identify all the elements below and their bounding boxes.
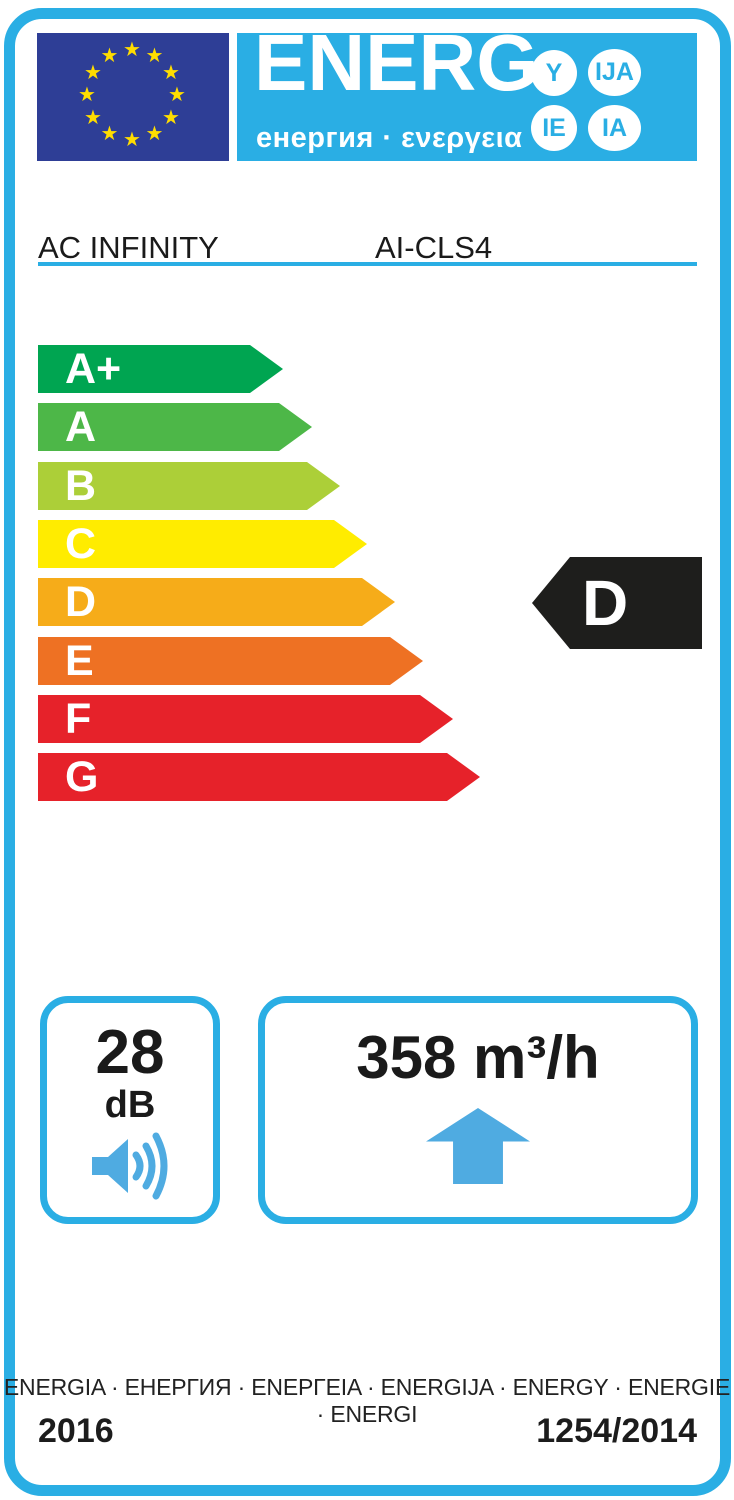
eu-star: ★ [123, 39, 141, 61]
rating-class-aplus: A+ [38, 345, 283, 393]
footer-row: 2016 1254/2014 [38, 1412, 697, 1451]
noise-unit: dB [104, 1084, 156, 1126]
energ-suffix-bubble-ija: IJA [588, 49, 641, 96]
eu-star: ★ [84, 61, 102, 84]
class-letter: A+ [65, 345, 122, 393]
label-border [4, 8, 731, 1496]
selected-class-letter: D [582, 567, 629, 639]
noise-box: 28 dB [40, 996, 220, 1224]
rating-class-e: E [38, 637, 423, 685]
bubble-label: IE [542, 113, 566, 142]
energ-subtitle: енергия · ενεργεια [256, 122, 523, 154]
eu-star: ★ [145, 45, 164, 68]
eu-star: ★ [162, 61, 180, 84]
airflow-up-arrow-icon [426, 1108, 530, 1184]
class-letter: C [65, 520, 97, 568]
brand-underline [38, 262, 697, 266]
energ-suffix-bubble-ie: IE [531, 105, 577, 151]
energ-title: ENERG [254, 18, 539, 107]
class-letter: G [65, 753, 99, 801]
rating-class-g: G [38, 753, 480, 801]
airflow-value: 358 m³/h [356, 1024, 600, 1091]
eu-star: ★ [123, 129, 141, 151]
airflow-box: 358 m³/h [258, 996, 698, 1224]
class-letter: E [65, 637, 94, 685]
energ-suffix-bubble-ia: IA [588, 105, 641, 151]
brand-name: AC INFINITY [38, 230, 219, 265]
class-letter: A [65, 403, 97, 451]
rating-class-f: F [38, 695, 453, 743]
rating-class-c: C [38, 520, 367, 568]
label-year: 2016 [38, 1412, 114, 1450]
bubble-label: Y [545, 58, 563, 87]
eu-star: ★ [168, 84, 186, 106]
energy-words: ENERGIA · ЕНЕРГИЯ · ΕΝΕΡΓΕΙΑ · ENERGIJA … [3, 1374, 731, 1427]
selected-class-marker: D [532, 557, 702, 649]
class-letter: F [65, 695, 92, 743]
eu-star: ★ [145, 122, 164, 145]
energ-header: ENERG енергия · ενεργεια Y IJA IE IA [237, 18, 697, 161]
energ-suffix-bubble-y: Y [531, 50, 577, 96]
class-letter: D [65, 578, 97, 626]
eu-star: ★ [84, 106, 102, 129]
eu-flag: ★ ★ ★ ★ ★ ★ ★ ★ ★ ★ ★ ★ [37, 33, 229, 161]
rating-class-b: B [38, 462, 340, 510]
regulation-number: 1254/2014 [536, 1412, 697, 1450]
speaker-icon [92, 1132, 168, 1200]
noise-value: 28 [95, 1018, 165, 1087]
rating-class-d: D [38, 578, 395, 626]
bubble-label: IA [602, 113, 627, 142]
bubble-label: IJA [595, 58, 634, 86]
rating-scale: A+ A B C D E F G [38, 345, 518, 815]
class-letter: B [65, 462, 97, 510]
eu-star: ★ [100, 45, 119, 68]
model-number: AI-CLS4 [375, 230, 493, 265]
eu-star: ★ [78, 84, 96, 106]
eu-star: ★ [162, 106, 180, 129]
rating-class-a: A [38, 403, 312, 451]
eu-star: ★ [100, 122, 119, 145]
